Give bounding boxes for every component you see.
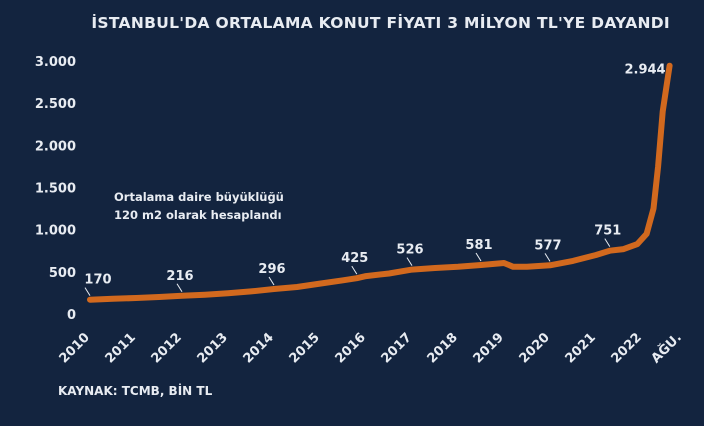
data-label: 170: [84, 273, 111, 288]
data-label: 526: [396, 243, 423, 258]
x-tick-label: 2011: [103, 330, 139, 366]
data-label: 296: [258, 262, 285, 277]
annotation-line-1: Ortalama daire büyüklüğü: [114, 190, 284, 204]
x-tick-label: 2016: [333, 330, 369, 366]
label-leader-line: [84, 287, 91, 296]
x-tick-label: 2022: [609, 330, 645, 366]
data-label: 577: [534, 238, 561, 253]
x-tick-label: 2017: [379, 330, 415, 366]
x-tick-label: 2013: [195, 330, 231, 366]
y-tick-label: 3.000: [35, 55, 76, 70]
y-tick-label: 2.000: [35, 139, 76, 154]
label-leader-line: [351, 265, 358, 275]
data-label: 2.944: [624, 63, 665, 78]
label-leader-line: [268, 276, 275, 286]
x-tick-label: 2018: [425, 330, 461, 366]
label-leader-line: [544, 253, 551, 262]
data-label: 425: [341, 251, 368, 266]
x-tick-label: 2015: [287, 330, 323, 366]
series-line: [87, 62, 673, 303]
label-leader-line: [475, 252, 482, 262]
source-note: KAYNAK: TCMB, BİN TL: [58, 384, 213, 398]
x-tick-label: 2010: [57, 330, 93, 366]
label-leader-line: [176, 283, 183, 293]
x-tick-label: 2021: [563, 330, 599, 366]
y-tick-label: 500: [49, 266, 76, 281]
annotation-line-2: 120 m2 olarak hesaplandı: [114, 208, 282, 222]
y-tick-label: 2.500: [35, 97, 76, 112]
chart-title: İSTANBUL'DA ORTALAMA KONUT FİYATI 3 MİLY…: [91, 14, 670, 32]
label-leader-line: [604, 238, 611, 247]
x-tick-label: 2019: [471, 330, 507, 366]
x-tick-label: AĞU.: [648, 330, 685, 367]
x-tick-label: 2014: [241, 330, 277, 366]
x-tick-label: 2012: [149, 330, 185, 366]
y-tick-label: 0: [67, 308, 76, 323]
y-tick-label: 1.000: [35, 224, 76, 239]
data-label: 751: [594, 224, 621, 239]
x-tick-label: 2020: [517, 330, 553, 366]
y-tick-label: 1.500: [35, 182, 76, 197]
label-leader-line: [406, 257, 413, 266]
data-label: 581: [465, 238, 492, 253]
data-label: 216: [166, 269, 193, 284]
